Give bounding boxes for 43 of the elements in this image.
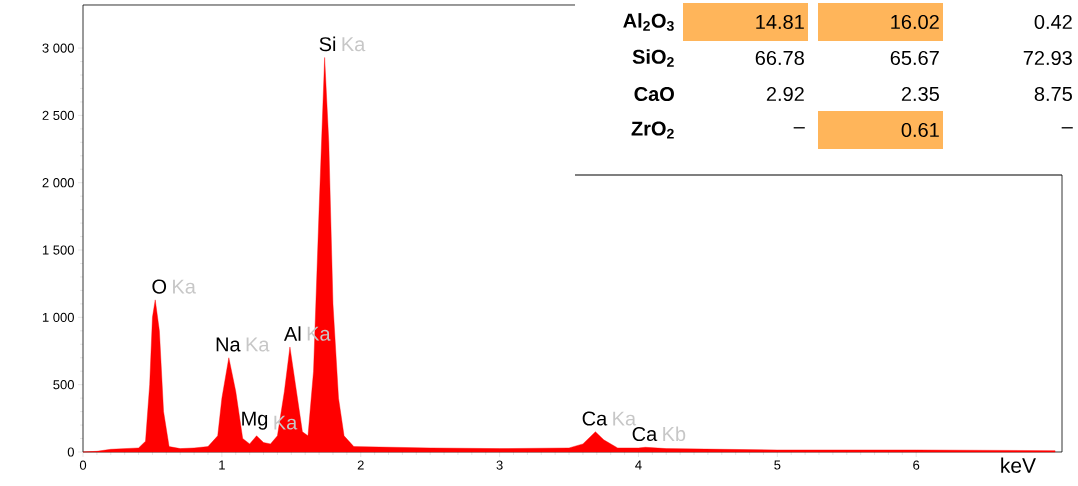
- annotation: 72.93: [1023, 50, 1072, 66]
- annotation: Ka: [246, 337, 270, 352]
- x-axis-title: keV: [1001, 457, 1036, 473]
- x-tick-label: 6: [913, 460, 920, 470]
- annotation: Na: [216, 337, 241, 352]
- x-tick-label: 1: [219, 460, 225, 470]
- y-tick-label: 1 000: [42, 312, 74, 322]
- annotation: Ka: [613, 411, 637, 426]
- annotation: Ka: [173, 279, 196, 294]
- annotation: Ca: [632, 426, 658, 442]
- x-tick-label: 4: [635, 460, 642, 470]
- annotation: Kb: [663, 426, 686, 442]
- annotation: –: [793, 127, 805, 129]
- x-tick-label: 3: [496, 460, 503, 470]
- annotation: CaO: [634, 86, 674, 102]
- annotation: 16.02: [891, 14, 939, 30]
- x-tick-label: 5: [774, 460, 781, 470]
- y-tick-label: 2 500: [42, 110, 74, 120]
- annotation: 65.67: [890, 50, 939, 66]
- annotation: 14.81: [756, 14, 804, 30]
- annotation: 0.42: [1034, 14, 1072, 30]
- y-tick-label: 500: [53, 380, 74, 390]
- annotation: SiO$_{2}$: [632, 49, 674, 67]
- annotation: 0.61: [901, 122, 939, 138]
- annotation: Mg: [242, 411, 268, 430]
- y-tick-label: 0: [67, 447, 74, 457]
- annotation: O: [152, 279, 167, 294]
- annotation: –: [1061, 127, 1073, 129]
- y-tick-label: 3 000: [42, 43, 74, 53]
- annotation: Al$_{2}$O$_{3}$: [623, 13, 674, 31]
- annotation: 2.35: [901, 86, 939, 102]
- annotation: 66.78: [755, 50, 804, 66]
- annotation: ZrO$_{2}$: [631, 121, 674, 139]
- annotation: Ka: [342, 37, 366, 52]
- annotation: 2.92: [766, 86, 804, 102]
- annotation: Si: [319, 36, 336, 52]
- annotation: Al: [283, 326, 301, 341]
- x-tick-label: 2: [357, 460, 364, 470]
- y-tick-label: 2 000: [42, 178, 74, 188]
- annotation: Ca: [582, 411, 608, 426]
- annotation: 8.75: [1034, 86, 1072, 102]
- x-tick-label: 0: [79, 460, 87, 470]
- y-tick-label: 1 500: [42, 245, 74, 255]
